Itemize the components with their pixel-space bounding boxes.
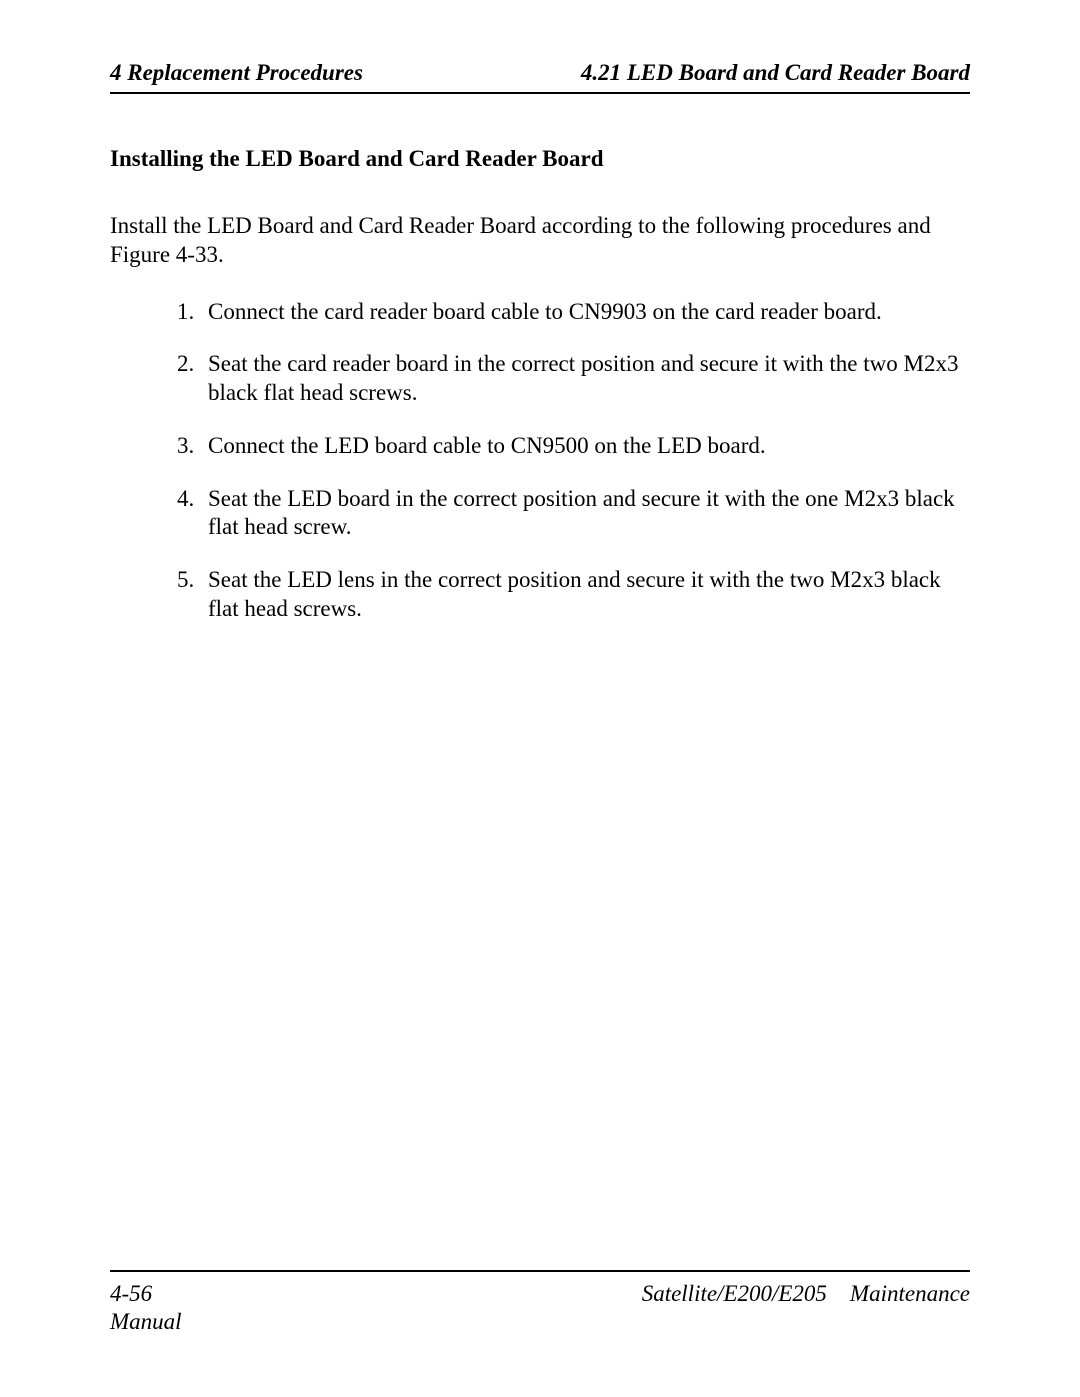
footer-row: 4-56 Manual Satellite/E200/E205 Maintena…	[110, 1280, 970, 1338]
intro-paragraph: Install the LED Board and Card Reader Bo…	[110, 212, 970, 270]
procedure-list: Connect the card reader board cable to C…	[110, 298, 970, 624]
footer-rule	[110, 1270, 970, 1272]
page-number: 4-56	[110, 1281, 152, 1306]
list-item: Connect the card reader board cable to C…	[200, 298, 970, 327]
running-footer: 4-56 Manual Satellite/E200/E205 Maintena…	[110, 1270, 970, 1338]
header-right: 4.21 LED Board and Card Reader Board	[581, 60, 970, 86]
list-item: Seat the card reader board in the correc…	[200, 350, 970, 408]
footer-left: 4-56 Manual	[110, 1280, 182, 1338]
section-title: Installing the LED Board and Card Reader…	[110, 146, 970, 172]
list-item: Seat the LED board in the correct positi…	[200, 485, 970, 543]
list-item: Connect the LED board cable to CN9500 on…	[200, 432, 970, 461]
manual-label: Manual	[110, 1309, 182, 1334]
footer-right: Satellite/E200/E205 Maintenance	[642, 1280, 970, 1338]
list-item: Seat the LED lens in the correct positio…	[200, 566, 970, 624]
page: 4 Replacement Procedures 4.21 LED Board …	[0, 0, 1080, 1397]
header-left: 4 Replacement Procedures	[110, 60, 363, 86]
running-header: 4 Replacement Procedures 4.21 LED Board …	[110, 60, 970, 94]
